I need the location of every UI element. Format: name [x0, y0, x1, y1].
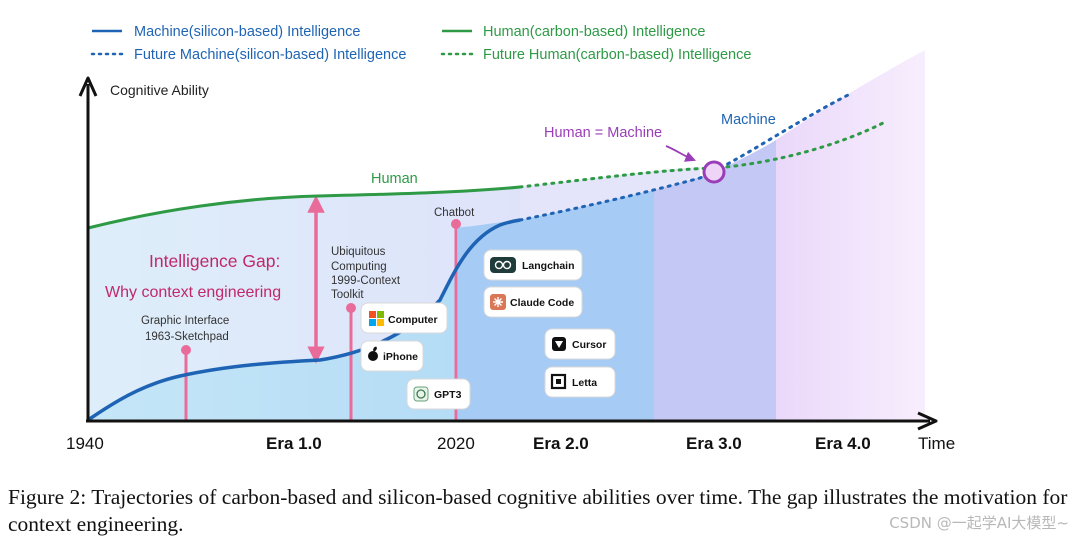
era3-region: [654, 140, 776, 420]
letta-icon: [550, 373, 567, 390]
y-axis-label: Cognitive Ability: [110, 82, 209, 98]
figure-caption: Figure 2: Trajectories of carbon-based a…: [8, 485, 1068, 536]
tick-era4: Era 4.0: [815, 434, 871, 453]
tick-era1: Era 1.0: [266, 434, 322, 453]
claude-icon: [490, 294, 506, 310]
langchain-icon: [490, 257, 516, 273]
badge-langchain-label: Langchain: [522, 260, 575, 272]
human-curve: [87, 185, 521, 230]
era2-upper-region: [520, 167, 700, 220]
intelligence-gap-subtitle: Why context engineering: [105, 284, 281, 301]
badge-gpt3: GPT3: [406, 378, 471, 410]
graphic-interface-label: Graphic Interface: [141, 315, 229, 327]
machine-future-curve: [518, 93, 850, 222]
legend-human-label: Human(carbon-based) Intelligence: [483, 24, 705, 40]
chatbot-dot: [451, 219, 461, 229]
badge-letta-label: Letta: [572, 377, 597, 389]
x-axis-label: Time: [918, 434, 955, 453]
badge-computer-label: Computer: [388, 314, 438, 326]
equal-label: Human = Machine: [544, 125, 662, 141]
badge-claude-code-label: Claude Code: [510, 297, 574, 309]
apple-icon: [368, 346, 378, 361]
x-axis-arrowhead: [917, 411, 938, 431]
badge-iphone-label: iPhone: [383, 351, 418, 363]
badge-cursor: Cursor: [544, 328, 616, 360]
era4-region: [776, 50, 925, 420]
tick-1940: 1940: [66, 434, 104, 453]
intersection-marker: [702, 160, 726, 184]
sketchpad-label: 1963-Sketchpad: [145, 331, 229, 343]
context-toolkit-year-label: 1999-Context: [331, 275, 401, 287]
badge-iphone: iPhone: [360, 340, 424, 372]
y-axis-arrowhead: [78, 76, 98, 97]
cursor-icon: [552, 337, 566, 351]
intersection-pointer: [665, 145, 697, 162]
tick-era3: Era 3.0: [686, 434, 742, 453]
computing-label: Computing: [331, 261, 387, 273]
badge-claude-code: Claude Code: [483, 286, 583, 318]
toolkit-label: Toolkit: [331, 289, 364, 301]
badge-computer: Computer: [360, 302, 448, 334]
windows-icon: [369, 311, 384, 326]
badge-gpt3-label: GPT3: [434, 389, 462, 401]
era1-upper-region: [88, 187, 520, 420]
legend-future-human-label: Future Human(carbon-based) Intelligence: [483, 47, 751, 63]
ubiquitous-label: Ubiquitous: [331, 246, 386, 258]
badge-cursor-label: Cursor: [572, 339, 606, 351]
diagram-canvas: Machine(silicon-based) Intelligence Futu…: [66, 24, 955, 453]
ubiquitous-dot: [346, 303, 356, 313]
human-curve-label: Human: [371, 171, 418, 187]
graphic-interface-dot: [181, 345, 191, 355]
chatbot-label: Chatbot: [434, 207, 475, 219]
tick-2020: 2020: [437, 434, 475, 453]
openai-icon: [413, 386, 429, 402]
badge-langchain: Langchain: [483, 249, 583, 281]
machine-curve-label: Machine: [721, 112, 776, 128]
figure: Machine(silicon-based) Intelligence Futu…: [66, 24, 955, 453]
tick-era2: Era 2.0: [533, 434, 589, 453]
badge-letta: Letta: [544, 366, 616, 398]
legend-machine-label: Machine(silicon-based) Intelligence: [134, 24, 360, 40]
legend-future-machine-label: Future Machine(silicon-based) Intelligen…: [134, 47, 406, 63]
intelligence-gap-title: Intelligence Gap:: [149, 251, 280, 271]
watermark: CSDN @一起学AI大模型~: [889, 514, 1069, 532]
